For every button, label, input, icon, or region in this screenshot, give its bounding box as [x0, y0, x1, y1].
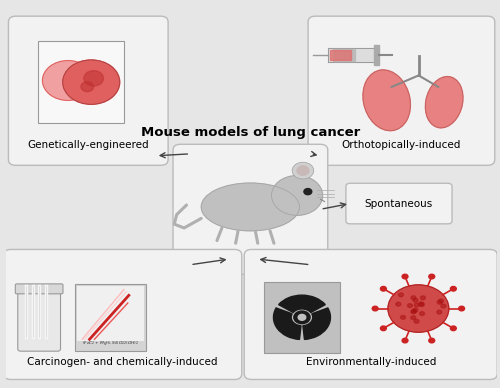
Ellipse shape: [426, 76, 463, 128]
Circle shape: [292, 162, 314, 179]
Circle shape: [429, 274, 434, 279]
Circle shape: [380, 286, 386, 291]
FancyBboxPatch shape: [18, 288, 60, 351]
Circle shape: [438, 299, 444, 303]
Circle shape: [411, 316, 416, 320]
Circle shape: [62, 60, 120, 104]
Circle shape: [437, 300, 442, 304]
Circle shape: [42, 61, 94, 100]
FancyBboxPatch shape: [244, 249, 497, 379]
Wedge shape: [278, 295, 326, 312]
FancyBboxPatch shape: [75, 284, 146, 351]
Circle shape: [297, 166, 309, 175]
Circle shape: [298, 314, 306, 320]
FancyBboxPatch shape: [38, 41, 124, 123]
Circle shape: [398, 293, 404, 297]
Circle shape: [396, 302, 401, 306]
Text: Spontaneous: Spontaneous: [365, 199, 433, 209]
Polygon shape: [330, 50, 351, 60]
Circle shape: [450, 326, 456, 331]
Circle shape: [420, 303, 424, 307]
Text: Mouse models of lung cancer: Mouse models of lung cancer: [141, 126, 360, 139]
Wedge shape: [303, 308, 330, 340]
Circle shape: [441, 304, 446, 308]
Polygon shape: [374, 45, 380, 64]
Circle shape: [402, 338, 408, 343]
Circle shape: [411, 310, 416, 314]
Ellipse shape: [363, 70, 410, 131]
Circle shape: [412, 310, 416, 314]
FancyBboxPatch shape: [173, 144, 328, 274]
FancyBboxPatch shape: [308, 16, 495, 165]
Circle shape: [400, 315, 406, 319]
Circle shape: [414, 319, 419, 323]
Ellipse shape: [202, 183, 300, 231]
FancyBboxPatch shape: [16, 284, 63, 294]
Circle shape: [84, 71, 103, 86]
FancyBboxPatch shape: [346, 183, 452, 224]
Circle shape: [294, 311, 310, 324]
Circle shape: [429, 338, 434, 343]
Circle shape: [372, 306, 378, 311]
Circle shape: [450, 286, 456, 291]
Circle shape: [420, 296, 426, 300]
FancyBboxPatch shape: [4, 249, 242, 379]
Circle shape: [411, 296, 416, 300]
Polygon shape: [328, 48, 374, 62]
Text: Carcinogen- and chemically-induced: Carcinogen- and chemically-induced: [28, 357, 218, 367]
Text: Environmentally-induced: Environmentally-induced: [306, 357, 436, 367]
Circle shape: [408, 304, 412, 307]
Circle shape: [413, 298, 418, 302]
Circle shape: [414, 303, 419, 307]
Wedge shape: [274, 308, 301, 340]
Circle shape: [272, 175, 322, 215]
Circle shape: [380, 326, 386, 331]
Circle shape: [437, 310, 442, 314]
Circle shape: [420, 312, 424, 315]
Circle shape: [304, 189, 312, 195]
Circle shape: [418, 302, 424, 306]
Text: Orthotopically-induced: Orthotopically-induced: [342, 140, 461, 150]
Text: $(FeC_2+Mg)_6.Si_8O_{22}(OH)_2$: $(FeC_2+Mg)_6.Si_8O_{22}(OH)_2$: [82, 339, 139, 347]
Text: Genetically-engineered: Genetically-engineered: [28, 140, 149, 150]
Circle shape: [81, 82, 94, 92]
Circle shape: [388, 285, 449, 332]
FancyBboxPatch shape: [77, 286, 144, 341]
Polygon shape: [332, 49, 355, 61]
Circle shape: [458, 306, 464, 311]
FancyBboxPatch shape: [264, 282, 340, 353]
Circle shape: [413, 308, 418, 312]
Circle shape: [402, 274, 408, 279]
FancyBboxPatch shape: [8, 16, 168, 165]
